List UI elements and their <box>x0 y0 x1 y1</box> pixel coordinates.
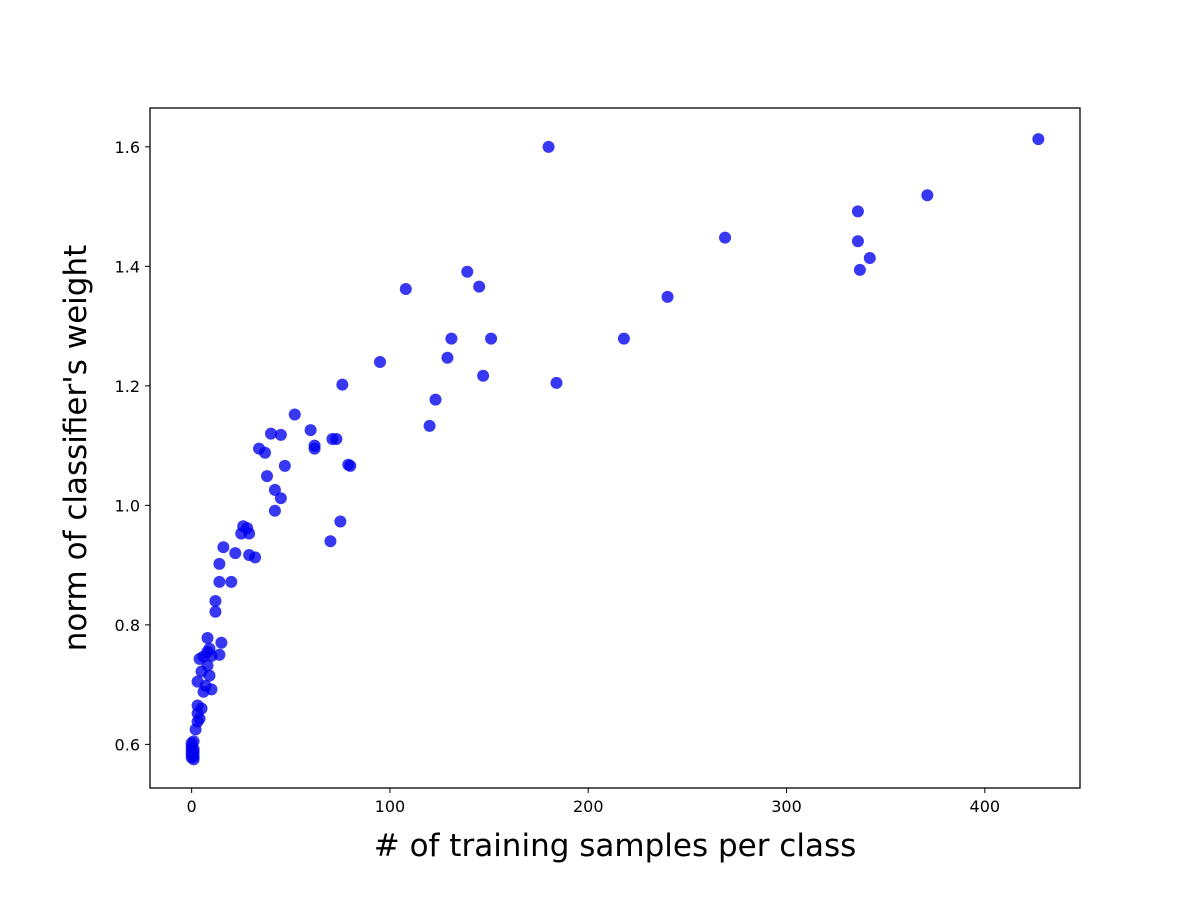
data-point <box>209 605 222 618</box>
data-point <box>921 189 934 202</box>
data-point <box>249 551 262 564</box>
data-point <box>853 263 866 276</box>
data-point <box>268 504 281 517</box>
data-point <box>423 419 436 432</box>
data-point <box>324 535 337 548</box>
data-point <box>215 636 228 649</box>
data-point <box>374 355 387 368</box>
data-point <box>429 393 442 406</box>
data-point <box>550 376 563 389</box>
data-point <box>274 428 287 441</box>
data-point <box>259 446 272 459</box>
data-point <box>851 235 864 248</box>
x-tick-label: 100 <box>375 797 406 816</box>
y-tick-label: 1.2 <box>115 377 140 396</box>
data-point <box>195 702 208 715</box>
data-point <box>308 442 321 455</box>
data-point <box>851 205 864 218</box>
x-tick-label: 200 <box>573 797 604 816</box>
data-point <box>213 648 226 661</box>
data-point <box>542 140 555 153</box>
y-tick-label: 0.8 <box>115 616 140 635</box>
data-point <box>243 527 256 540</box>
data-point <box>213 557 226 570</box>
x-tick-label: 400 <box>970 797 1001 816</box>
data-point <box>399 283 412 296</box>
data-point <box>203 669 216 682</box>
data-point <box>260 470 273 483</box>
data-point <box>229 547 242 560</box>
x-tick-label: 0 <box>187 797 197 816</box>
y-tick-label: 1.0 <box>115 496 140 515</box>
data-point <box>264 427 277 440</box>
points-layer <box>185 133 1045 766</box>
data-point <box>209 594 222 607</box>
y-tick-label: 0.6 <box>115 735 140 754</box>
data-point <box>485 332 498 345</box>
data-point <box>278 459 291 472</box>
data-point <box>213 575 226 588</box>
plot-frame <box>149 107 1081 789</box>
data-point <box>477 369 490 382</box>
y-tick-label: 1.4 <box>115 257 140 276</box>
data-point <box>473 280 486 293</box>
x-axis-title: # of training samples per class <box>374 828 857 864</box>
data-point <box>334 515 347 528</box>
data-point <box>201 632 214 645</box>
data-point <box>863 251 876 264</box>
data-point <box>304 424 317 437</box>
data-point <box>193 712 206 725</box>
data-point <box>330 433 343 446</box>
data-point <box>268 483 281 496</box>
data-point <box>344 459 357 472</box>
y-axis-title: norm of classifier's weight <box>58 245 94 652</box>
data-point <box>217 541 230 554</box>
data-point <box>441 351 454 364</box>
data-point <box>617 332 630 345</box>
y-tick-label: 1.6 <box>115 138 140 157</box>
ticks-layer: 0 100 200 300 400 0.6 0.8 1.0 1.2 1.4 1.6 <box>115 138 1001 816</box>
x-tick-label: 300 <box>771 797 802 816</box>
data-point <box>719 231 732 244</box>
data-point <box>274 492 287 505</box>
data-point <box>187 735 200 748</box>
data-point <box>205 683 218 696</box>
data-point <box>225 575 238 588</box>
data-point <box>336 378 349 391</box>
data-point <box>201 659 214 672</box>
data-point <box>1032 133 1045 146</box>
data-point <box>288 408 301 421</box>
data-point <box>661 290 674 303</box>
data-point <box>445 332 458 345</box>
data-point <box>461 265 474 278</box>
